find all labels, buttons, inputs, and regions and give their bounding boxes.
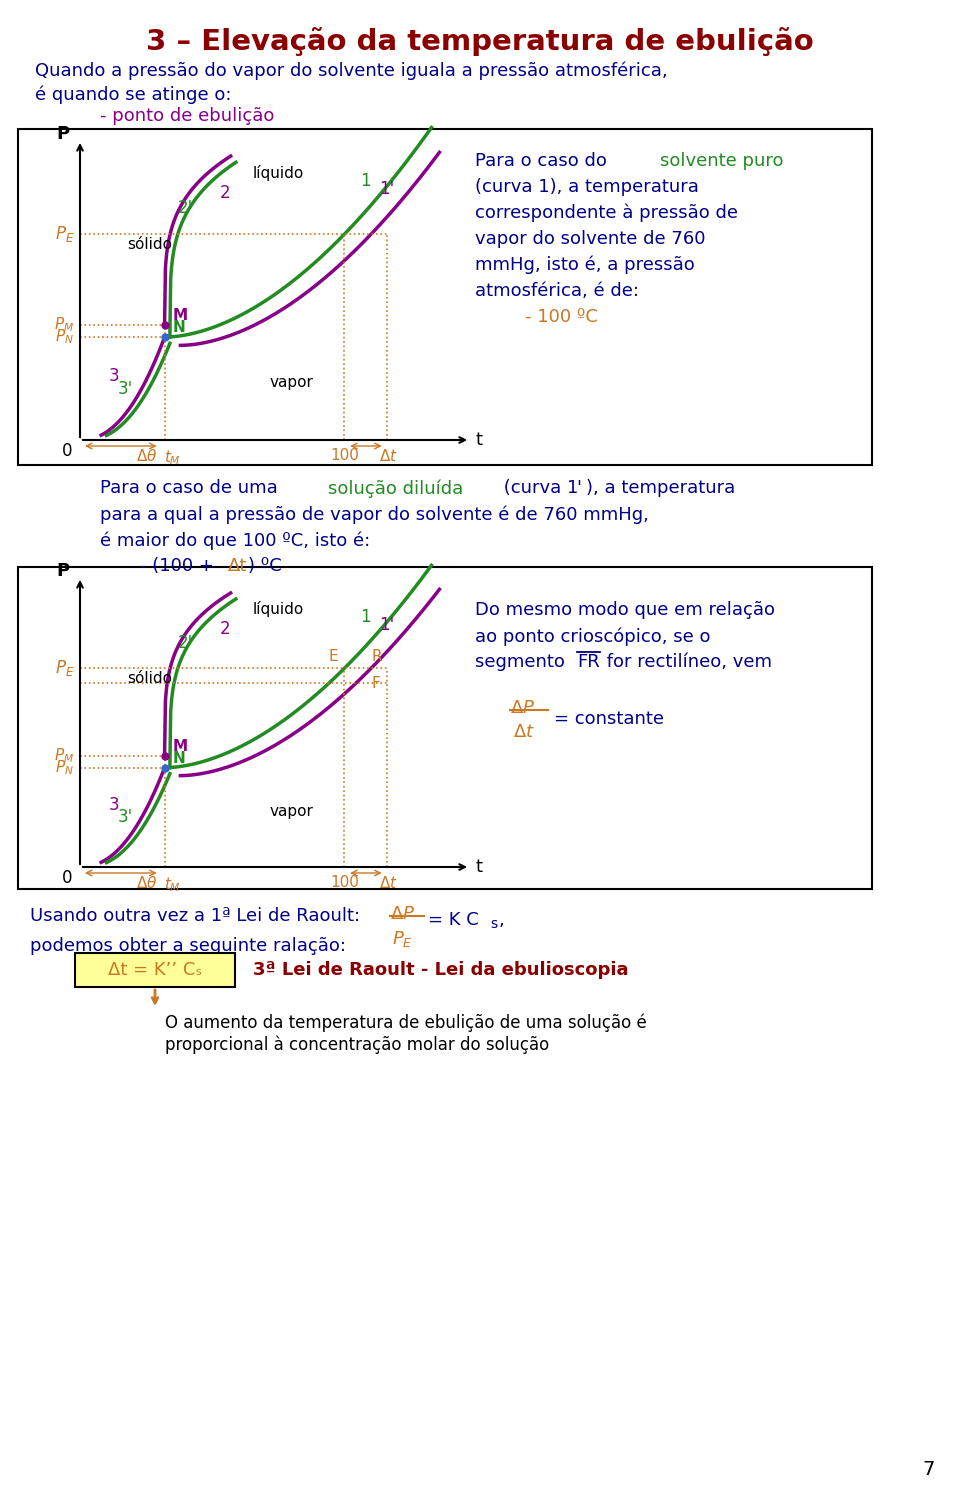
Text: para a qual a pressão de vapor do solvente é de 760 mmHg,: para a qual a pressão de vapor do solven… <box>100 505 649 523</box>
Text: $P_E$: $P_E$ <box>392 928 413 949</box>
Text: 0: 0 <box>61 442 72 460</box>
Text: líquido: líquido <box>252 164 303 181</box>
Text: $\Delta t$: $\Delta t$ <box>379 876 398 891</box>
Text: $\Delta P$: $\Delta P$ <box>390 906 415 922</box>
Text: t: t <box>475 431 482 449</box>
Text: 3ª Lei de Raoult - Lei da ebulioscopia: 3ª Lei de Raoult - Lei da ebulioscopia <box>253 961 629 980</box>
Text: - 100 ºC: - 100 ºC <box>525 307 598 326</box>
Text: 1: 1 <box>360 607 371 625</box>
Text: 3: 3 <box>109 368 120 386</box>
Text: = K C: = K C <box>428 912 479 928</box>
Text: N: N <box>173 752 185 766</box>
Text: 2': 2' <box>179 633 193 651</box>
Text: 3: 3 <box>109 796 120 814</box>
Text: $P_N$: $P_N$ <box>55 758 74 778</box>
Text: Para o caso do: Para o caso do <box>475 152 612 170</box>
Text: Quando a pressão do vapor do solvente iguala a pressão atmosférica,: Quando a pressão do vapor do solvente ig… <box>35 62 667 80</box>
Text: 7: 7 <box>923 1460 935 1478</box>
Text: $\Delta\theta$: $\Delta\theta$ <box>135 876 157 891</box>
Text: ) ºC: ) ºC <box>248 558 281 576</box>
Text: ,: , <box>499 912 505 928</box>
Text: correspondente à pressão de: correspondente à pressão de <box>475 203 738 223</box>
Text: vapor: vapor <box>270 803 313 818</box>
Text: F: F <box>372 675 381 690</box>
Text: solvente puro: solvente puro <box>660 152 783 170</box>
Text: P: P <box>57 562 70 580</box>
Text: 2': 2' <box>179 199 193 217</box>
Text: Δt = K’’ Cₛ: Δt = K’’ Cₛ <box>108 961 202 980</box>
Text: Do mesmo modo que em relação: Do mesmo modo que em relação <box>475 601 775 619</box>
Text: vapor: vapor <box>270 375 313 390</box>
Text: $P_E$: $P_E$ <box>55 659 74 678</box>
Text: 100: 100 <box>330 448 359 463</box>
Text: sólido: sólido <box>128 237 173 252</box>
Text: = constante: = constante <box>554 710 664 728</box>
Text: ao ponto crioscópico, se o: ao ponto crioscópico, se o <box>475 627 710 645</box>
Text: mmHg, isto é, a pressão: mmHg, isto é, a pressão <box>475 256 695 274</box>
Text: 3': 3' <box>117 380 132 398</box>
Text: ': ' <box>576 479 581 497</box>
Text: O aumento da temperatura de ebulição de uma solução é: O aumento da temperatura de ebulição de … <box>165 1013 647 1031</box>
Text: P: P <box>57 125 70 143</box>
Text: $\Delta t$: $\Delta t$ <box>379 448 398 464</box>
Text: 3 – Elevação da temperatura de ebulição: 3 – Elevação da temperatura de ebulição <box>146 27 814 56</box>
Text: 1: 1 <box>360 172 371 190</box>
Text: N: N <box>173 321 185 336</box>
Text: segmento: segmento <box>475 653 570 671</box>
Text: $\Delta\theta$: $\Delta\theta$ <box>135 448 157 464</box>
Text: ), a temperatura: ), a temperatura <box>586 479 735 497</box>
Text: (curva 1: (curva 1 <box>498 479 578 497</box>
Text: $P_M$: $P_M$ <box>54 746 74 766</box>
Text: M: M <box>173 307 187 322</box>
Text: 0: 0 <box>61 870 72 888</box>
Text: proporcional à concentração molar do solução: proporcional à concentração molar do sol… <box>165 1035 549 1053</box>
Text: M: M <box>173 740 187 755</box>
Text: Usando outra vez a 1ª Lei de Raoult:: Usando outra vez a 1ª Lei de Raoult: <box>30 907 360 925</box>
Text: $P_E$: $P_E$ <box>55 225 74 244</box>
Text: 2: 2 <box>220 184 230 202</box>
Text: é quando se atinge o:: é quando se atinge o: <box>35 84 231 104</box>
Text: $\Delta t$: $\Delta t$ <box>513 723 535 741</box>
Text: líquido: líquido <box>252 601 303 616</box>
Text: for rectilíneo, vem: for rectilíneo, vem <box>601 653 772 671</box>
Text: E: E <box>328 650 338 665</box>
Text: é maior do que 100 ºC, isto é:: é maior do que 100 ºC, isto é: <box>100 530 371 550</box>
Text: 2: 2 <box>220 619 230 637</box>
Bar <box>18 130 872 466</box>
Bar <box>18 567 872 889</box>
Text: Para o caso de uma: Para o caso de uma <box>100 479 283 497</box>
Text: - ponto de ebulição: - ponto de ebulição <box>100 107 275 125</box>
Text: t: t <box>475 857 482 876</box>
Text: $\Delta P$: $\Delta P$ <box>510 699 535 717</box>
Text: vapor do solvente de 760: vapor do solvente de 760 <box>475 231 706 249</box>
Text: FR: FR <box>577 653 600 671</box>
Text: $t_M$: $t_M$ <box>164 448 181 467</box>
Text: (curva 1), a temperatura: (curva 1), a temperatura <box>475 178 699 196</box>
Text: podemos obter a seguinte ralação:: podemos obter a seguinte ralação: <box>30 937 346 955</box>
Text: $t_M$: $t_M$ <box>164 876 181 894</box>
Text: 100: 100 <box>330 876 359 891</box>
Text: atmosférica, é de:: atmosférica, é de: <box>475 282 639 300</box>
Text: solução diluída: solução diluída <box>328 479 464 497</box>
Text: $P_N$: $P_N$ <box>55 329 74 347</box>
Text: $P_M$: $P_M$ <box>54 315 74 335</box>
Text: - (100 +: - (100 + <box>140 558 220 576</box>
Text: Δt: Δt <box>228 558 248 576</box>
Text: 3': 3' <box>117 808 132 826</box>
Text: 1': 1' <box>379 616 395 634</box>
Text: R: R <box>372 650 383 665</box>
Text: sólido: sólido <box>128 671 173 686</box>
Text: 1': 1' <box>379 179 395 197</box>
Text: s: s <box>490 916 497 931</box>
Bar <box>75 952 235 987</box>
